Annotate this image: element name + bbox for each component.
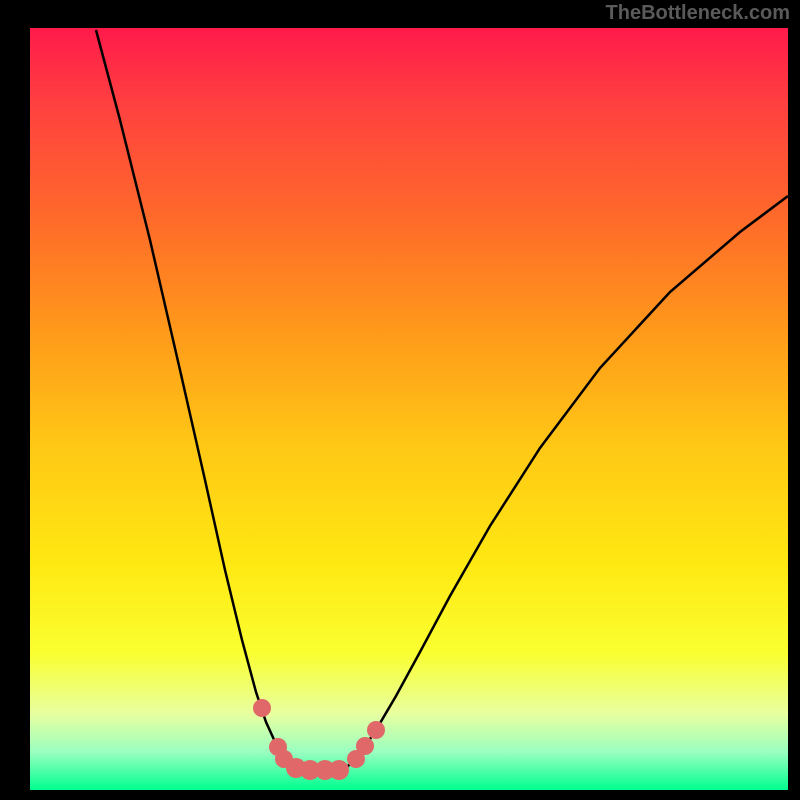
curve-marker xyxy=(253,699,271,717)
curve-marker xyxy=(356,737,374,755)
chart-svg xyxy=(0,0,800,800)
curve-marker xyxy=(367,721,385,739)
watermark-text: TheBottleneck.com xyxy=(606,2,790,25)
curve-marker xyxy=(329,760,349,780)
bottleneck-curve-path xyxy=(96,30,788,768)
